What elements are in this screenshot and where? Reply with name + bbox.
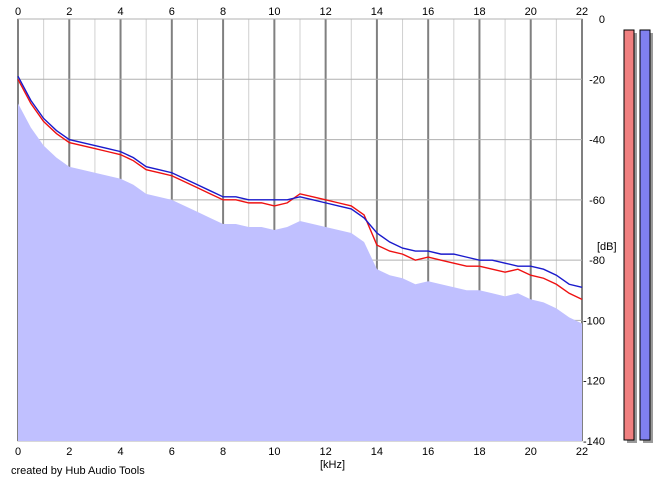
y-tick-label: -140: [583, 436, 605, 448]
x-tick-label-top: 8: [220, 6, 226, 18]
x-tick-label-bottom: 4: [117, 446, 123, 458]
level-meter-bar-2: [639, 29, 651, 441]
x-tick-label-top: 2: [66, 6, 72, 18]
x-tick-label-top: 0: [15, 6, 21, 18]
y-tick-label: -120: [583, 376, 605, 388]
x-tick-label-top: 4: [117, 6, 123, 18]
y-axis-label: [dB]: [597, 241, 617, 253]
level-meter-bar-1: [623, 29, 635, 441]
x-tick-label-bottom: 2: [66, 446, 72, 458]
series-line-1: [17, 78, 583, 300]
x-tick-label-top: 16: [422, 6, 434, 18]
x-tick-labels-top: 0 2 4 6 8 10 12 14 16 18 20 22: [15, 6, 588, 18]
y-tick-label: -100: [583, 315, 605, 327]
y-tick-label: -80: [589, 255, 605, 267]
x-tick-label-top: 12: [320, 6, 332, 18]
x-tick-label-bottom: 0: [15, 446, 21, 458]
x-tick-label-bottom: 14: [371, 446, 383, 458]
y-tick-label: -20: [589, 74, 605, 86]
x-tick-label-bottom: 10: [268, 446, 280, 458]
spectrum-fill-area: [18, 103, 582, 442]
x-tick-label-top: 22: [576, 6, 588, 18]
x-tick-label-top: 10: [268, 6, 280, 18]
x-tick-label-bottom: 12: [320, 446, 332, 458]
y-tick-labels: 0 -20 -40 -60 -80 -100 -120 -140: [583, 14, 605, 448]
y-tick-label: -40: [589, 135, 605, 147]
x-axis-label: [kHz]: [320, 459, 345, 471]
credit-text: created by Hub Audio Tools: [11, 465, 145, 477]
y-tick-label: 0: [599, 14, 605, 26]
x-tick-label-top: 20: [525, 6, 537, 18]
spectrum-series: [17, 75, 583, 300]
x-tick-label-bottom: 6: [169, 446, 175, 458]
x-tick-label-top: 14: [371, 6, 383, 18]
y-tick-label: -60: [589, 195, 605, 207]
x-tick-label-top: 18: [473, 6, 485, 18]
x-tick-labels-bottom: 0 2 4 6 8 10 12 14 16 18 20 22: [15, 446, 588, 458]
x-tick-label-bottom: 8: [220, 446, 226, 458]
x-tick-label-top: 6: [169, 6, 175, 18]
x-tick-label-bottom: 20: [525, 446, 537, 458]
x-tick-label-bottom: 16: [422, 446, 434, 458]
x-tick-label-bottom: 22: [576, 446, 588, 458]
level-meters: [623, 29, 653, 443]
x-tick-label-bottom: 18: [473, 446, 485, 458]
series-line-2: [17, 75, 583, 288]
